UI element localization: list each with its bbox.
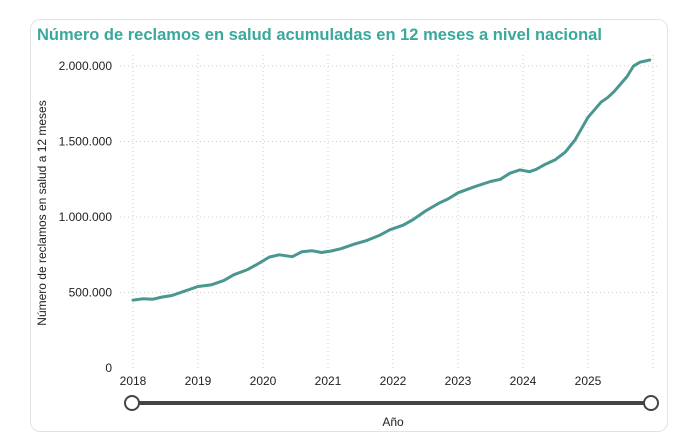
range-slider-end-handle[interactable] (643, 395, 659, 411)
x-axis-label: Año (382, 415, 404, 429)
series-line (131, 58, 652, 302)
x-tick-label: 2025 (575, 374, 602, 388)
x-tick-label: 2019 (185, 374, 212, 388)
chart-card (30, 19, 668, 432)
range-slider-start-handle[interactable] (124, 395, 140, 411)
x-tick-label: 2022 (380, 374, 407, 388)
y-tick-label: 500.000 (69, 286, 113, 300)
y-axis-label: Número de reclamos en salud a 12 meses (35, 100, 49, 325)
chart-title: Número de reclamos en salud acumuladas e… (37, 26, 602, 44)
x-tick-label: 2023 (445, 374, 472, 388)
y-tick-label: 0 (105, 361, 112, 375)
y-tick-label: 2.000.000 (59, 59, 113, 73)
y-tick-label: 1.000.000 (59, 210, 113, 224)
x-tick-label: 2024 (510, 374, 537, 388)
x-tick-label: 2020 (250, 374, 277, 388)
x-tick-label: 2021 (315, 374, 342, 388)
y-tick-label: 1.500.000 (59, 135, 113, 149)
x-tick-label: 2018 (120, 374, 147, 388)
